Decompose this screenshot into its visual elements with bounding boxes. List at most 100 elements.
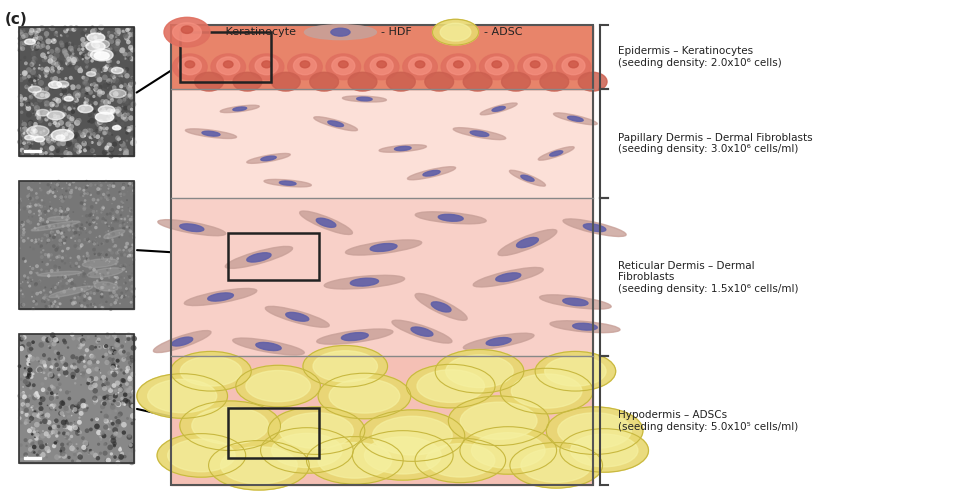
- Point: [23, 93, 38, 101]
- Point: [117, 220, 132, 228]
- Point: [12, 199, 28, 207]
- Point: [56, 273, 71, 281]
- Point: [35, 91, 50, 99]
- Point: [105, 397, 121, 405]
- Point: [108, 278, 124, 286]
- Point: [15, 231, 31, 239]
- Ellipse shape: [517, 238, 538, 248]
- Point: [49, 96, 64, 103]
- Point: [103, 355, 118, 363]
- Point: [28, 236, 43, 244]
- Point: [89, 126, 105, 134]
- Point: [108, 117, 124, 125]
- Point: [17, 38, 33, 46]
- Point: [13, 375, 29, 383]
- Point: [48, 336, 63, 344]
- Point: [19, 83, 35, 91]
- Point: [111, 386, 127, 394]
- Point: [13, 285, 29, 293]
- Point: [110, 210, 126, 218]
- Point: [58, 423, 74, 431]
- Point: [74, 221, 89, 229]
- Point: [84, 41, 100, 49]
- Point: [56, 61, 71, 69]
- Point: [71, 357, 86, 365]
- Point: [22, 262, 37, 270]
- Point: [102, 99, 117, 107]
- Point: [70, 245, 85, 252]
- Point: [96, 191, 111, 198]
- Point: [45, 331, 60, 339]
- Point: [39, 223, 55, 231]
- Point: [45, 24, 60, 32]
- Point: [100, 258, 115, 266]
- Point: [73, 50, 88, 57]
- Point: [124, 93, 139, 101]
- Point: [98, 219, 113, 227]
- Point: [32, 364, 47, 372]
- Point: [38, 115, 54, 123]
- Point: [125, 55, 140, 63]
- Point: [18, 143, 34, 151]
- Point: [106, 371, 122, 379]
- Point: [35, 199, 51, 207]
- Point: [82, 449, 97, 457]
- Point: [123, 205, 138, 213]
- Point: [87, 303, 103, 311]
- Point: [13, 345, 29, 352]
- Point: [76, 48, 91, 55]
- Point: [111, 229, 127, 237]
- Point: [62, 104, 78, 112]
- Point: [19, 82, 35, 90]
- Point: [94, 205, 109, 213]
- Point: [71, 366, 86, 374]
- Point: [70, 89, 85, 97]
- Ellipse shape: [185, 129, 237, 139]
- Point: [108, 414, 124, 422]
- Point: [113, 211, 129, 219]
- Bar: [180, 32, 271, 82]
- Point: [57, 422, 72, 430]
- Point: [43, 53, 58, 61]
- Point: [106, 397, 122, 405]
- Point: [88, 375, 104, 383]
- Point: [79, 440, 94, 448]
- Point: [123, 359, 138, 367]
- Point: [124, 248, 139, 256]
- Point: [96, 280, 111, 288]
- Point: [44, 395, 59, 402]
- Point: [48, 392, 63, 399]
- Point: [25, 128, 40, 136]
- Point: [73, 229, 88, 237]
- Point: [47, 36, 62, 44]
- Point: [67, 137, 82, 145]
- Point: [60, 245, 76, 252]
- Point: [76, 225, 91, 233]
- Ellipse shape: [563, 219, 626, 237]
- Point: [55, 441, 70, 448]
- Point: [88, 239, 104, 247]
- Point: [93, 125, 108, 133]
- Point: [34, 405, 49, 413]
- Point: [80, 235, 95, 243]
- Point: [99, 417, 114, 425]
- Point: [22, 417, 37, 425]
- Point: [88, 233, 104, 241]
- Point: [33, 399, 48, 407]
- Point: [23, 29, 38, 37]
- Point: [44, 363, 59, 371]
- Point: [89, 415, 105, 423]
- Point: [74, 191, 89, 198]
- Point: [72, 418, 87, 426]
- Point: [102, 77, 117, 85]
- Point: [105, 238, 121, 246]
- Point: [55, 254, 70, 262]
- Point: [54, 197, 69, 205]
- Point: [100, 256, 115, 264]
- Point: [82, 32, 98, 40]
- Point: [101, 144, 116, 152]
- Point: [19, 98, 35, 105]
- Ellipse shape: [180, 401, 280, 450]
- Point: [123, 216, 138, 224]
- Point: [95, 272, 110, 280]
